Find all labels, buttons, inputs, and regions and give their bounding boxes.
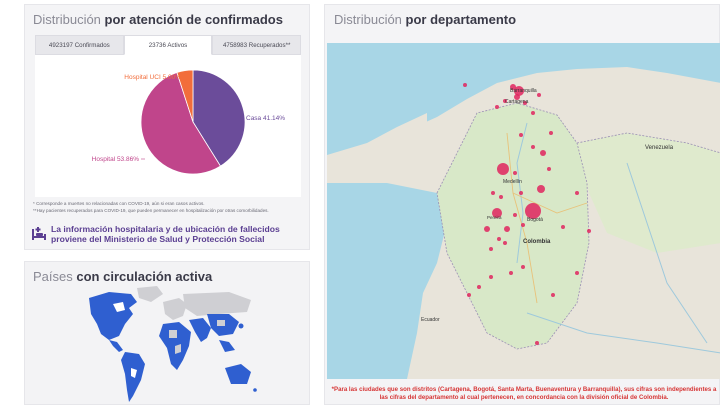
department-bubble[interactable] — [503, 99, 507, 103]
tab-confirmados[interactable]: 4923197 Confirmados — [35, 35, 124, 55]
pie-slice[interactable] — [176, 69, 194, 123]
map-label-barranquilla: Barranquilla — [510, 88, 537, 94]
pie-chart-area: Casa 41.14% Hospital 53.86% Hospital UCI 5… — [35, 55, 301, 197]
department-card-title: Distribución por departamento — [334, 12, 517, 27]
department-bubble[interactable] — [549, 131, 553, 135]
map-label-cartagena: Cartagena — [505, 99, 529, 105]
department-bubble[interactable] — [523, 101, 527, 105]
department-bubble[interactable] — [535, 341, 539, 345]
pie-slice-label: Hospital 53.86% — [92, 156, 140, 163]
info-line-2: proviene del Ministerio de Salud y Prote… — [51, 233, 265, 244]
map-label-pereira: Pereira — [487, 215, 502, 220]
tab-recuperados[interactable]: 4758983 Recuperados** — [212, 35, 302, 55]
department-bubble[interactable] — [495, 105, 499, 109]
department-bubble[interactable] — [537, 93, 541, 97]
department-bubble[interactable] — [514, 94, 520, 100]
department-bubble[interactable] — [492, 208, 502, 218]
info-text: La información hospitalaria y de ubicaci… — [51, 224, 280, 244]
map-label-bogota: Bogotá — [527, 217, 543, 223]
pie-slice[interactable] — [192, 69, 246, 167]
department-bubble[interactable] — [514, 86, 524, 96]
department-bubble[interactable] — [503, 241, 507, 245]
department-bubble[interactable] — [537, 185, 545, 193]
map-label-ecuador: Ecuador — [421, 317, 440, 323]
attention-distribution-card: Distribución por atención de confirmados… — [24, 4, 310, 250]
department-bubble[interactable] — [504, 226, 510, 232]
countries-card-title: Países con circulación activa — [33, 269, 213, 284]
department-bubble[interactable] — [587, 229, 591, 233]
countries-card: Países con circulación activa — [24, 261, 310, 405]
department-bubble[interactable] — [510, 84, 516, 90]
tab-activos[interactable]: 23736 Activos — [123, 35, 213, 55]
map-label-venezuela: Venezuela — [645, 145, 674, 151]
department-bubble[interactable] — [551, 293, 555, 297]
department-bubble[interactable] — [491, 191, 495, 195]
department-bubble[interactable] — [484, 226, 490, 232]
footnote-1: * Corresponde a muertes no relacionadas … — [33, 201, 205, 206]
department-bubble[interactable] — [575, 271, 579, 275]
department-bubbles — [463, 83, 591, 345]
department-bubble[interactable] — [497, 163, 509, 175]
info-line-1: La información hospitalaria y de ubicaci… — [51, 224, 280, 234]
world-map[interactable] — [79, 284, 257, 405]
department-bubble[interactable] — [575, 191, 579, 195]
department-bubble[interactable] — [531, 111, 535, 115]
colombia-map[interactable]: Barranquilla Cartagena Venezuela Medellí… — [327, 43, 720, 379]
map-canvas[interactable]: Barranquilla Cartagena Venezuela Medellí… — [327, 43, 720, 379]
pie-chart: Casa 41.14% Hospital 53.86% Hospital UCI 5… — [92, 69, 285, 175]
footnote-2: **Hay pacientes recuperados para COVID-1… — [33, 208, 269, 213]
pie-slice-label: Casa 41.14% — [246, 115, 285, 122]
department-bubble[interactable] — [477, 285, 481, 289]
department-bubble[interactable] — [561, 225, 565, 229]
department-bubble[interactable] — [547, 167, 551, 171]
map-label-colombia: Colombia — [523, 239, 551, 245]
department-bubble[interactable] — [489, 275, 493, 279]
department-bubble[interactable] — [521, 223, 525, 227]
department-bubble[interactable] — [499, 195, 503, 199]
department-bubble[interactable] — [519, 191, 523, 195]
pie-slice-label: Hospital UCI 5.00% — [124, 74, 181, 81]
department-bubble[interactable] — [525, 203, 541, 219]
department-bubble[interactable] — [467, 293, 471, 297]
department-bubble[interactable] — [509, 271, 513, 275]
pie-label-leader — [183, 79, 189, 84]
department-bubble[interactable] — [531, 145, 535, 149]
attention-card-title: Distribución por atención de confirmados — [33, 12, 283, 27]
pie-slice[interactable] — [140, 72, 222, 175]
department-bubble[interactable] — [521, 265, 525, 269]
hospital-bed-icon — [32, 227, 46, 240]
department-map-card: Distribución por departamento — [324, 4, 720, 405]
department-bubble[interactable] — [513, 213, 517, 217]
map-label-medellin: Medellín — [503, 179, 522, 185]
info-message: La información hospitalaria y de ubicaci… — [31, 224, 280, 244]
department-footnote: *Para las ciudades que son distritos (Ca… — [331, 386, 717, 401]
department-bubble[interactable] — [463, 83, 467, 87]
department-bubble[interactable] — [540, 150, 546, 156]
department-bubble[interactable] — [519, 133, 523, 137]
department-bubble[interactable] — [489, 247, 493, 251]
department-bubble[interactable] — [513, 171, 517, 175]
case-type-tabs: 4923197 Confirmados 23736 Activos 475898… — [35, 35, 302, 55]
department-bubble[interactable] — [497, 237, 501, 241]
